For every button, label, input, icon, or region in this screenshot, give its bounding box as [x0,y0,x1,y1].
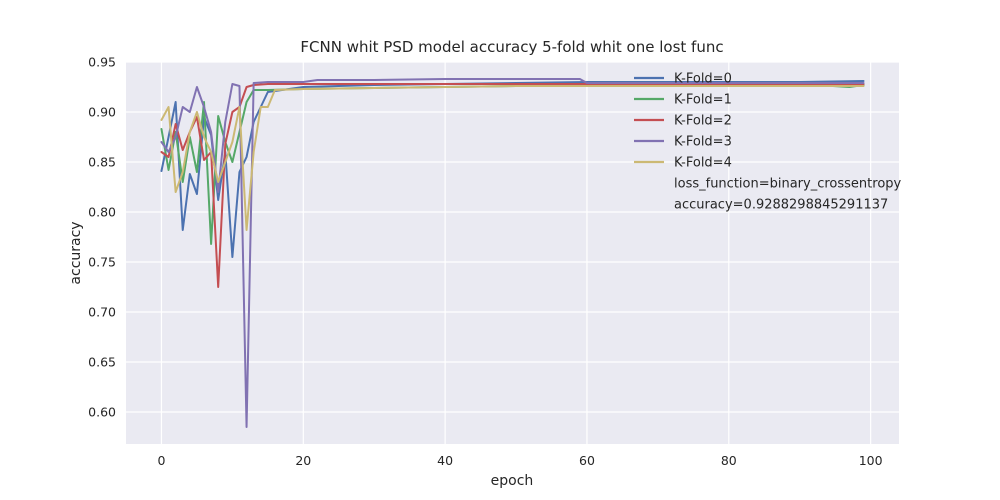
legend-label-kfold-3: K-Fold=3 [674,135,732,150]
y-tick-label: 0.95 [88,55,116,70]
y-tick-label: 0.80 [88,205,116,220]
grid [126,61,899,444]
y-tick-label: 0.65 [88,355,116,370]
x-tick-label: 80 [721,453,737,468]
series-lines [160,78,865,428]
series-line-kfold-3 [160,78,865,428]
legend-annotation: accuracy=0.9288298845291137 [674,198,888,213]
y-tick-label: 0.70 [88,305,116,320]
series-line-kfold-4 [160,85,865,231]
x-axis-label: epoch [491,473,534,489]
x-tick-label: 60 [579,453,595,468]
y-axis-label: accuracy [68,221,84,284]
x-tick-label: 0 [157,453,165,468]
y-tick-label: 0.75 [88,255,116,270]
y-tick-label: 0.90 [88,105,116,120]
y-tick-label: 0.85 [88,155,116,170]
plot-area [126,62,899,444]
legend: K-Fold=0 K-Fold=1 K-Fold=2 K-Fold=3 K-Fold=4… [634,72,902,213]
y-tick-label: 0.60 [88,405,116,420]
x-tick-label: 20 [295,453,311,468]
x-tick-label: 100 [859,453,883,468]
x-tick-label: 40 [437,453,453,468]
legend-label-kfold-4: K-Fold=4 [674,156,732,171]
tick-labels: 0 20 40 60 80 100 0.60 0.65 0.70 0.75 0.80 0.85 0.90… [88,55,882,469]
legend-label-kfold-1: K-Fold=1 [674,93,732,108]
chart-title: FCNN whit PSD model accuracy 5-fold whit… [300,38,723,56]
legend-annotation: loss_function=binary_crossentropy [674,177,902,192]
legend-label-kfold-2: K-Fold=2 [674,114,732,129]
legend-label-kfold-0: K-Fold=0 [674,72,732,87]
